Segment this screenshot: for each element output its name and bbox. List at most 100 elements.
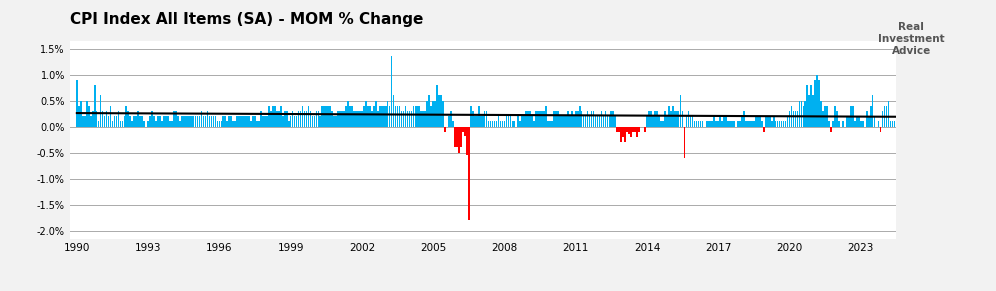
Bar (575, 111, 577, 127)
Bar (638, 127, 639, 132)
Bar (328, 106, 329, 127)
Bar (151, 111, 153, 127)
Bar (250, 121, 252, 127)
Bar (492, 121, 493, 127)
Bar (244, 116, 246, 127)
Bar (887, 101, 889, 127)
Bar (472, 111, 474, 127)
Bar (112, 121, 114, 127)
Bar (717, 121, 719, 127)
Bar (282, 116, 284, 127)
Bar (915, 111, 917, 127)
Bar (220, 121, 222, 127)
Bar (741, 116, 743, 127)
Bar (848, 116, 850, 127)
Bar (294, 116, 296, 127)
Bar (406, 111, 408, 127)
Bar (268, 106, 270, 127)
Bar (500, 121, 501, 127)
Bar (354, 111, 355, 127)
Bar (234, 121, 236, 127)
Bar (460, 127, 462, 148)
Bar (422, 111, 424, 127)
Bar (236, 116, 238, 127)
Bar (470, 106, 472, 127)
Bar (430, 106, 432, 127)
Bar (852, 106, 854, 127)
Bar (210, 116, 212, 127)
Bar (201, 111, 202, 127)
Bar (815, 80, 816, 127)
Bar (92, 111, 94, 127)
Bar (599, 116, 601, 127)
Bar (901, 111, 903, 127)
Bar (408, 111, 410, 127)
Bar (707, 121, 709, 127)
Bar (571, 111, 573, 127)
Bar (98, 121, 100, 127)
Bar (713, 116, 715, 127)
Bar (260, 111, 262, 127)
Bar (312, 116, 314, 127)
Bar (903, 116, 905, 127)
Bar (242, 116, 244, 127)
Bar (334, 116, 335, 127)
Bar (630, 127, 632, 137)
Bar (300, 111, 302, 127)
Bar (482, 116, 483, 127)
Bar (583, 116, 585, 127)
Bar (428, 95, 430, 127)
Bar (141, 116, 143, 127)
Bar (858, 116, 860, 127)
Bar (761, 121, 763, 127)
Bar (191, 116, 192, 127)
Bar (286, 111, 288, 127)
Bar (254, 116, 256, 127)
Bar (573, 116, 575, 127)
Bar (771, 121, 773, 127)
Bar (682, 111, 683, 127)
Bar (262, 116, 264, 127)
Bar (203, 116, 204, 127)
Bar (165, 116, 166, 127)
Bar (240, 116, 242, 127)
Bar (689, 116, 691, 127)
Bar (825, 106, 826, 127)
Bar (143, 121, 145, 127)
Bar (380, 106, 382, 127)
Bar (448, 116, 450, 127)
Bar (609, 116, 611, 127)
Bar (850, 106, 852, 127)
Bar (518, 116, 519, 127)
Bar (159, 116, 160, 127)
Bar (929, 127, 931, 132)
Bar (438, 95, 440, 127)
Bar (872, 95, 873, 127)
Bar (206, 111, 208, 127)
Bar (208, 116, 210, 127)
Bar (274, 106, 276, 127)
Bar (512, 121, 513, 127)
Bar (561, 116, 563, 127)
Bar (214, 116, 216, 127)
Bar (155, 121, 157, 127)
Bar (402, 111, 404, 127)
Bar (252, 116, 254, 127)
Bar (298, 111, 300, 127)
Bar (462, 127, 464, 132)
Bar (350, 106, 351, 127)
Bar (727, 121, 729, 127)
Bar (925, 111, 927, 127)
Bar (895, 116, 897, 127)
Bar (318, 111, 319, 127)
Bar (246, 116, 248, 127)
Bar (563, 116, 565, 127)
Bar (650, 111, 651, 127)
Bar (120, 121, 122, 127)
Bar (551, 121, 553, 127)
Bar (118, 111, 120, 127)
Bar (510, 116, 511, 127)
Bar (626, 127, 628, 132)
Bar (110, 106, 112, 127)
Bar (76, 80, 78, 127)
